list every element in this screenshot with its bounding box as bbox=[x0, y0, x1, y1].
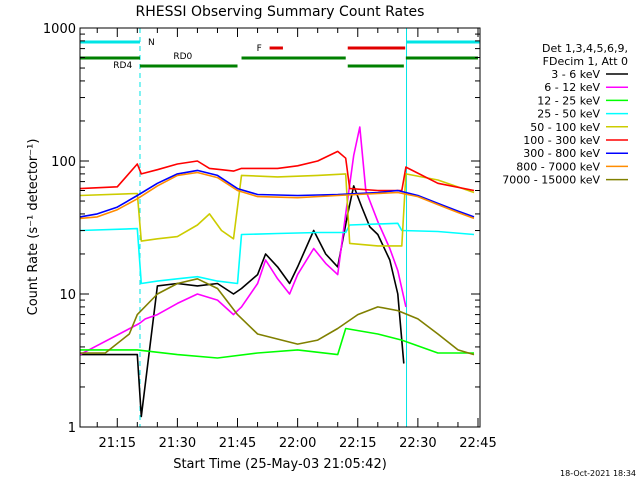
legend-entry-label: 6 - 12 keV bbox=[544, 81, 600, 94]
legend-entry-label: 300 - 800 keV bbox=[523, 147, 600, 160]
series-line-1 bbox=[80, 185, 405, 418]
x-tick-label: 22:30 bbox=[399, 436, 436, 451]
chart-title: RHESSI Observing Summary Count Rates bbox=[136, 4, 425, 20]
y-tick-label: 1000 bbox=[43, 22, 76, 37]
y-axis-label: Count Rate (s⁻¹ detector⁻¹) bbox=[26, 139, 41, 316]
y-tick-label: 100 bbox=[51, 155, 76, 170]
legend-entry-label: 7000 - 15000 keV bbox=[502, 174, 600, 187]
legend-entry-label: 25 - 50 keV bbox=[537, 108, 600, 121]
legend-entry-label: 800 - 7000 keV bbox=[516, 160, 600, 173]
series-line-8 bbox=[79, 171, 475, 220]
series-line-9 bbox=[80, 277, 475, 356]
series-line-6 bbox=[79, 150, 475, 192]
interval-bands: N F RD0 RD4 bbox=[79, 28, 481, 427]
legend-entry-label: 50 - 100 keV bbox=[530, 121, 600, 134]
plot-frame bbox=[79, 27, 481, 428]
legend-entry-label: 12 - 25 keV bbox=[537, 94, 600, 107]
y-tick-label: 10 bbox=[59, 288, 76, 303]
legend-header: Det 1,3,4,5,6,9, bbox=[542, 42, 628, 55]
x-tick-label: 21:45 bbox=[219, 436, 256, 451]
series-line-2 bbox=[79, 126, 407, 356]
night-flag-label: N bbox=[148, 38, 155, 48]
x-tick-label: 22:00 bbox=[279, 436, 316, 451]
series-layer bbox=[79, 126, 475, 418]
timestamp: 18-Oct-2021 18:34 bbox=[560, 469, 636, 478]
y-tick-label: 1 bbox=[68, 421, 76, 436]
series-line-3 bbox=[80, 327, 474, 359]
x-tick-label: 22:45 bbox=[459, 436, 496, 451]
legend-entry-label: 3 - 6 keV bbox=[551, 68, 600, 81]
rd4-flag-label: RD4 bbox=[113, 61, 132, 71]
legend-header: FDecim 1, Att 0 bbox=[543, 55, 628, 68]
series-line-4 bbox=[79, 222, 475, 285]
legend-entry-label: 100 - 300 keV bbox=[523, 134, 600, 147]
x-tick-label: 21:30 bbox=[159, 436, 196, 451]
rd0-flag-label: RD0 bbox=[173, 52, 192, 62]
x-tick-label: 22:15 bbox=[339, 436, 376, 451]
series-line-7 bbox=[79, 169, 475, 218]
x-axis-label: Start Time (25-May-03 21:05:42) bbox=[173, 457, 387, 472]
flare-flag-label: F bbox=[257, 44, 262, 54]
x-tick-label: 21:15 bbox=[99, 436, 136, 451]
legend: Det 1,3,4,5,6,9,FDecim 1, Att 03 - 6 keV… bbox=[502, 42, 628, 187]
y-axis-ticks: 1 10 100 1000 bbox=[43, 22, 480, 436]
series-line-5 bbox=[79, 173, 475, 247]
x-axis-ticks: 21:15 21:30 21:45 22:00 22:15 22:30 22:45 bbox=[96, 28, 497, 451]
